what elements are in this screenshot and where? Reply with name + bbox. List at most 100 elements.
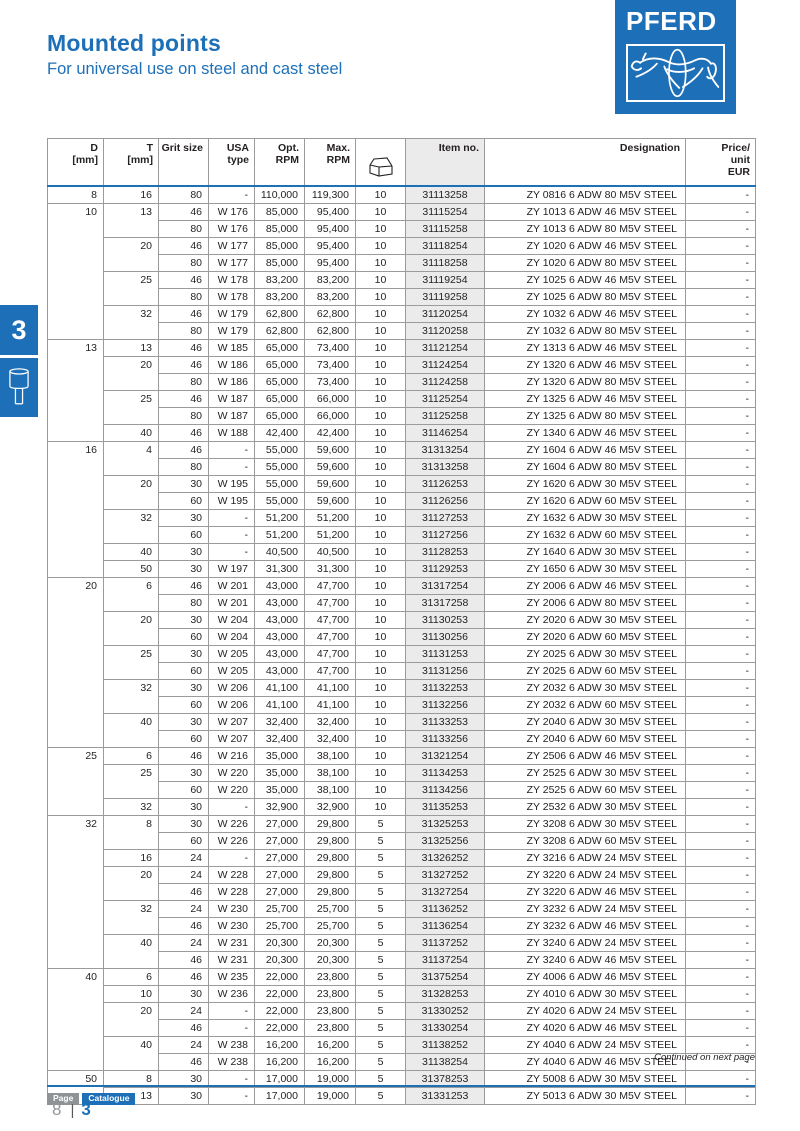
cell-price: - (685, 441, 756, 460)
cell-designation: ZY 3216 6 ADW 24 M5V STEEL (484, 849, 686, 868)
cell-opt-rpm: 65,000 (254, 373, 305, 392)
cell-price: - (685, 815, 756, 834)
table-row: 80 W 187 65,000 66,000 10 31125258 ZY 1325 6 A… (48, 407, 756, 426)
header-grit-size: Grit size (158, 138, 209, 188)
cell-price: - (685, 985, 756, 1004)
cell-t: 20 (103, 475, 159, 511)
cell-max-rpm: 41,100 (304, 696, 356, 715)
table-row: 16 4 46-55,000 59,600 10 31313254 ZY 1604 6 AD… (47, 441, 756, 579)
cell-item-no: 31138254 (405, 1053, 485, 1072)
cell-price: - (685, 679, 756, 698)
cell-item-no: 31317254 (405, 577, 485, 596)
cell-usa-type: - (208, 441, 255, 460)
cell-price: - (685, 492, 756, 511)
cell-grit-size: 46 (158, 577, 209, 596)
cell-opt-rpm: 62,800 (254, 322, 305, 341)
cell-max-rpm: 16,200 (304, 1053, 356, 1072)
cell-grit-size: 30 (158, 1087, 209, 1106)
cell-max-rpm: 31,300 (304, 560, 356, 579)
table-row: 10 13 46 W 176 85,000 95,400 10 31115254 ZY 1013… (47, 203, 756, 341)
cell-max-rpm: 62,800 (304, 305, 356, 324)
cell-opt-rpm: 83,200 (254, 288, 305, 307)
cell-pack-qty: 5 (355, 934, 406, 953)
cell-price: - (685, 390, 756, 409)
cell-usa-type: W 197 (208, 560, 255, 579)
cell-item-no: 31327252 (405, 866, 485, 885)
cell-usa-type: W 188 (208, 424, 255, 443)
header: Mounted points For universal use on stee… (47, 30, 342, 79)
cell-opt-rpm: 41,100 (254, 679, 305, 698)
table-row: 10 30 W 236 22,000 23,800 5 31328253 ZY 4010 6 … (48, 985, 756, 1004)
cell-max-rpm: 23,800 (304, 968, 356, 987)
table-row: 60 W 220 35,000 38,100 10 31134256 ZY 2525 6 A… (48, 781, 756, 800)
cell-price: - (685, 1019, 756, 1038)
cell-usa-type: W 216 (208, 747, 255, 766)
table-row: 46 W 231 20,300 20,300 5 31137254 ZY 3240 6 AD… (48, 951, 756, 970)
cell-pack-qty: 10 (355, 254, 406, 273)
cell-opt-rpm: 85,000 (254, 237, 305, 256)
table-row: 25 30 W 220 35,000 38,100 10 31134253 ZY 2525 6… (48, 764, 756, 800)
cell-item-no: 31137252 (405, 934, 485, 953)
catalogue-number: 3 (81, 1100, 91, 1119)
cell-designation: ZY 1025 6 ADW 46 M5V STEEL (484, 271, 686, 290)
cell-price: - (685, 288, 756, 307)
cell-max-rpm: 23,800 (304, 985, 356, 1004)
cell-t: 6 (103, 968, 159, 987)
cell-max-rpm: 47,700 (304, 611, 356, 630)
cell-grit-size: 30 (158, 645, 209, 664)
cell-grit-size: 30 (158, 560, 209, 579)
cell-designation: ZY 1632 6 ADW 60 M5V STEEL (484, 526, 686, 545)
cell-designation: ZY 1313 6 ADW 46 M5V STEEL (484, 339, 686, 358)
cell-designation: ZY 3240 6 ADW 24 M5V STEEL (484, 934, 686, 953)
cell-usa-type: W 185 (208, 339, 255, 358)
cell-max-rpm: 95,400 (304, 220, 356, 239)
table-row: 20 46 W 177 85,000 95,400 10 31118254 ZY 1020 6… (48, 237, 756, 273)
section-tab[interactable]: 3 (0, 305, 38, 355)
cell-opt-rpm: 43,000 (254, 594, 305, 613)
cell-item-no: 31125254 (405, 390, 485, 409)
cell-price: - (685, 271, 756, 290)
cell-t: 25 (103, 271, 159, 307)
table-header-row: D [mm] T [mm] Grit size USA type Opt. RP… (47, 138, 756, 188)
cell-price: - (685, 917, 756, 936)
cell-opt-rpm: 42,400 (254, 424, 305, 443)
cell-grit-size: 60 (158, 832, 209, 851)
cell-grit-size: 80 (158, 254, 209, 273)
cell-max-rpm: 32,900 (304, 798, 356, 817)
cell-item-no: 31135253 (405, 798, 485, 817)
table-row: 32 30 W 206 41,100 41,100 10 31132253 ZY 2032 6… (48, 679, 756, 715)
parts-table: D [mm] T [mm] Grit size USA type Opt. RP… (47, 138, 756, 1106)
table-row: 46 W 230 25,700 25,700 5 31136254 ZY 3232 6 AD… (48, 917, 756, 936)
cell-pack-qty: 10 (355, 798, 406, 817)
cell-designation: ZY 3220 6 ADW 24 M5V STEEL (484, 866, 686, 885)
cell-grit-size: 30 (158, 764, 209, 783)
cell-pack-qty: 10 (355, 594, 406, 613)
cell-usa-type: W 178 (208, 271, 255, 290)
cell-price: - (685, 237, 756, 256)
cell-usa-type: W 179 (208, 305, 255, 324)
cell-max-rpm: 66,000 (304, 407, 356, 426)
footer-badges: Page Catalogue (47, 1093, 136, 1106)
cell-pack-qty: 10 (355, 237, 406, 256)
cell-usa-type: W 231 (208, 951, 255, 970)
cell-max-rpm: 62,800 (304, 322, 356, 341)
table-row: 13 30-17,000 19,000 5 31331253 ZY 5013 6 ADW … (48, 1087, 756, 1106)
cell-item-no: 31133253 (405, 713, 485, 732)
cell-t: 32 (103, 900, 159, 936)
cell-max-rpm: 25,700 (304, 900, 356, 919)
cell-price: - (685, 662, 756, 681)
cell-price: - (685, 849, 756, 868)
table-row: 40 46 W 188 42,400 42,400 10 31146254 ZY 1340 6… (48, 424, 756, 443)
table-row: 32 46 W 179 62,800 62,800 10 31120254 ZY 1032 6… (48, 305, 756, 341)
table-row: 46-22,000 23,800 5 31330254 ZY 4020 6 ADW 46… (48, 1019, 756, 1038)
horse-emblem-icon (626, 44, 725, 102)
cell-grit-size: 80 (158, 407, 209, 426)
cell-max-rpm: 83,200 (304, 288, 356, 307)
cell-item-no: 31330252 (405, 1002, 485, 1021)
cell-grit-size: 46 (158, 441, 209, 460)
cell-max-rpm: 29,800 (304, 815, 356, 834)
table-row: 80-55,000 59,600 10 31313258 ZY 1604 6 ADW 8… (48, 458, 756, 477)
cell-max-rpm: 38,100 (304, 781, 356, 800)
cell-designation: ZY 2525 6 ADW 60 M5V STEEL (484, 781, 686, 800)
cell-max-rpm: 47,700 (304, 662, 356, 681)
